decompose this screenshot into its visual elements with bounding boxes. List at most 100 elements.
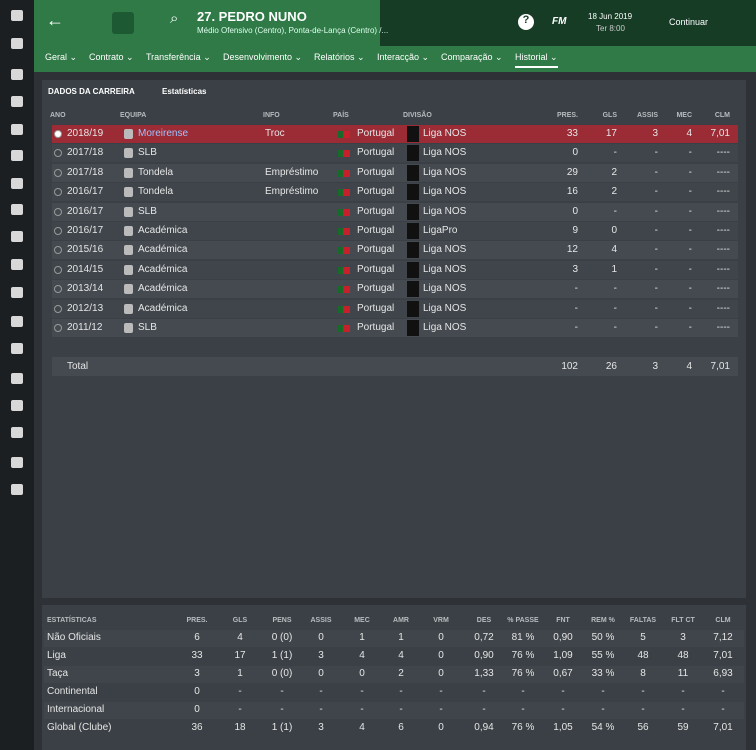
team[interactable]: Moreirense bbox=[138, 128, 189, 139]
stats-cell: - bbox=[280, 704, 284, 715]
nav-icon[interactable] bbox=[11, 124, 23, 135]
nav-icon[interactable] bbox=[11, 373, 23, 384]
info: Troc bbox=[265, 128, 285, 139]
nav-icon[interactable] bbox=[11, 400, 23, 411]
year: 2016/17 bbox=[67, 186, 104, 198]
stats-row-bg bbox=[44, 702, 744, 719]
country: Portugal bbox=[357, 283, 395, 295]
row-bg[interactable] bbox=[52, 319, 738, 337]
tab[interactable]: Relatórios ⌄ bbox=[314, 52, 365, 62]
back-button[interactable]: ← bbox=[46, 10, 64, 30]
stats-cell: 3 bbox=[194, 668, 200, 679]
team[interactable]: Tondela bbox=[138, 166, 174, 178]
nav-icon[interactable] bbox=[11, 204, 23, 215]
stats-cell: 0 bbox=[318, 668, 324, 679]
tab[interactable]: Transferência ⌄ bbox=[146, 52, 211, 62]
year: 2017/18 bbox=[67, 166, 104, 178]
tab[interactable]: Contrato ⌄ bbox=[89, 52, 134, 62]
team[interactable]: Académica bbox=[138, 302, 188, 314]
stat: - bbox=[574, 302, 578, 314]
help-button[interactable]: ? bbox=[518, 14, 534, 30]
stat: - bbox=[613, 283, 617, 295]
stat: - bbox=[654, 244, 658, 256]
stats-cell: 3 bbox=[680, 632, 686, 643]
radio bbox=[54, 207, 62, 216]
division: LigaPro bbox=[423, 225, 458, 236]
stat: ---- bbox=[716, 186, 730, 198]
continue-button[interactable]: Continuar bbox=[669, 17, 709, 27]
team[interactable]: SLB bbox=[138, 147, 157, 159]
flag bbox=[338, 150, 350, 158]
tab[interactable]: Desenvolvimento ⌄ bbox=[223, 52, 303, 62]
stat: 16 bbox=[566, 186, 578, 198]
stat: - bbox=[688, 147, 692, 159]
team[interactable]: Tondela bbox=[138, 186, 174, 198]
division-logo bbox=[407, 223, 419, 239]
nav-icon[interactable] bbox=[11, 259, 23, 270]
stats-cell: 50 % bbox=[591, 632, 615, 643]
nav-icon[interactable] bbox=[11, 10, 23, 21]
stats-cell: 36 bbox=[191, 722, 203, 733]
row-bg[interactable] bbox=[52, 280, 738, 299]
tab[interactable]: Geral ⌄ bbox=[45, 52, 78, 62]
nav-icon[interactable] bbox=[11, 178, 23, 189]
stats-cell: - bbox=[641, 704, 645, 715]
column-header: DIVISÃO bbox=[403, 112, 432, 119]
team[interactable]: SLB bbox=[138, 205, 157, 217]
row-bg[interactable] bbox=[52, 299, 738, 318]
player-title: 27. PEDRO NUNO bbox=[197, 9, 307, 24]
row-bg[interactable] bbox=[52, 222, 738, 240]
row-bg[interactable] bbox=[52, 260, 738, 279]
stats-cell: 1 bbox=[398, 632, 404, 643]
row-bg[interactable] bbox=[52, 183, 738, 202]
tab[interactable]: Comparação ⌄ bbox=[441, 52, 503, 62]
flag bbox=[338, 286, 350, 294]
nav-icon[interactable] bbox=[11, 457, 23, 468]
row-bg[interactable] bbox=[52, 202, 738, 221]
stats-cell: Internacional bbox=[47, 704, 105, 715]
nav-icon[interactable] bbox=[11, 484, 23, 495]
nav-icon[interactable] bbox=[11, 69, 23, 80]
team[interactable]: Académica bbox=[138, 283, 188, 295]
nav-icon[interactable] bbox=[11, 96, 23, 107]
team[interactable]: Académica bbox=[138, 244, 188, 256]
row-bg[interactable] bbox=[52, 241, 738, 260]
stat: ---- bbox=[716, 302, 730, 314]
stats-cell: 6 bbox=[194, 632, 200, 643]
nav-icon[interactable] bbox=[11, 38, 23, 49]
nav-icon[interactable] bbox=[11, 316, 23, 327]
stats-cell: - bbox=[561, 704, 565, 715]
stats-cell: Global (Clube) bbox=[47, 722, 112, 733]
row-bg[interactable] bbox=[52, 163, 738, 182]
row-bg[interactable] bbox=[52, 144, 738, 163]
row-bg[interactable] bbox=[52, 125, 738, 143]
column-header: ANO bbox=[50, 112, 66, 119]
team[interactable]: SLB bbox=[138, 322, 157, 333]
nav-icon[interactable] bbox=[11, 231, 23, 242]
stats-header: MEC bbox=[354, 617, 370, 624]
stats-cell: 55 % bbox=[591, 650, 615, 661]
team[interactable]: Académica bbox=[138, 225, 188, 236]
nav-icon[interactable] bbox=[11, 287, 23, 298]
stat: - bbox=[688, 302, 692, 314]
stats-cell: 1,05 bbox=[553, 722, 573, 733]
nav-icon[interactable] bbox=[11, 343, 23, 354]
division-logo bbox=[407, 261, 419, 278]
nav-icon[interactable] bbox=[11, 427, 23, 438]
stats-cell: 18 bbox=[234, 722, 246, 733]
nav-icon[interactable] bbox=[11, 150, 23, 161]
tab[interactable]: Historial ⌄ bbox=[515, 52, 558, 68]
year: 2017/18 bbox=[67, 147, 104, 159]
stats-cell: - bbox=[601, 686, 605, 697]
search-button[interactable]: ⌕ bbox=[170, 10, 179, 27]
column-header: INFO bbox=[263, 112, 280, 119]
radio bbox=[54, 188, 62, 197]
stat: ---- bbox=[716, 147, 730, 159]
tab[interactable]: Interacção ⌄ bbox=[377, 52, 430, 62]
view-dropdown[interactable]: Estatísticas bbox=[162, 87, 207, 96]
radio bbox=[54, 227, 62, 235]
team[interactable]: Académica bbox=[138, 263, 188, 275]
year: 2011/12 bbox=[67, 322, 103, 333]
column-header: MEC bbox=[676, 112, 692, 119]
